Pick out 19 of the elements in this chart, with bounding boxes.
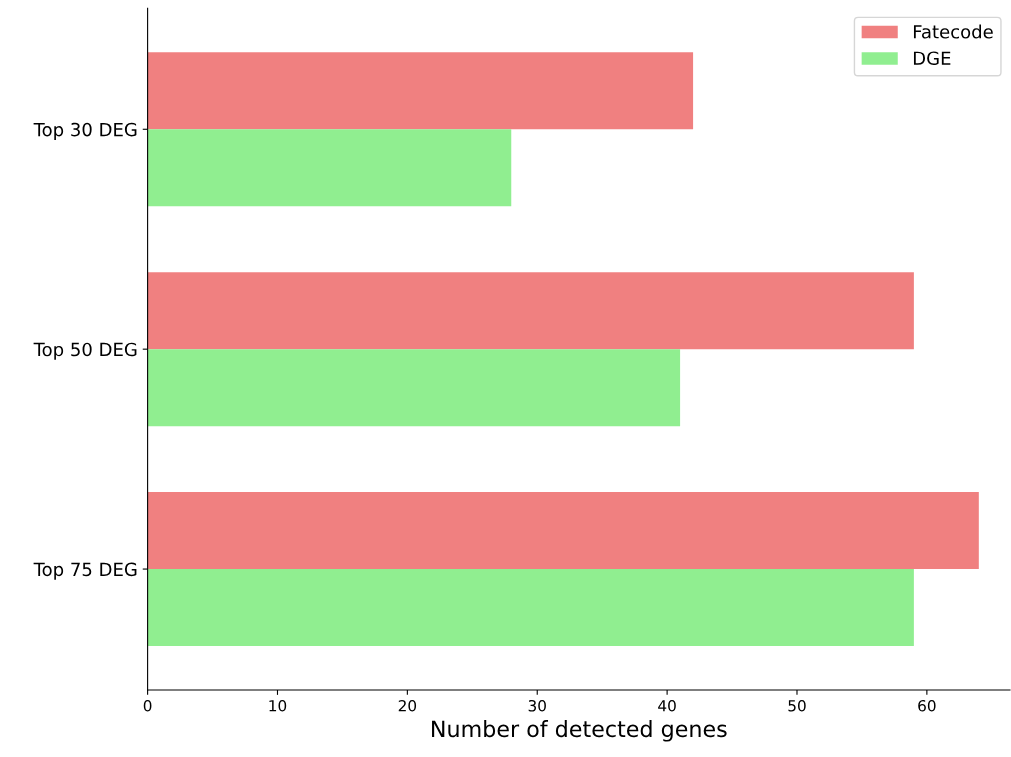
x-tick-label: 50 [788, 700, 806, 712]
x-tick-label: 10 [269, 700, 287, 712]
x-tick-label: 60 [918, 700, 936, 712]
bar [147, 569, 914, 647]
x-tick-label: 20 [398, 700, 417, 712]
legend-label: Fatecode [913, 24, 993, 39]
x-axis-title: Number of detected genes [432, 720, 727, 742]
x-tick-label: 40 [658, 700, 676, 712]
bar [147, 272, 914, 350]
bar [147, 52, 694, 130]
bar [147, 129, 512, 207]
y-tick-label: Top 50 DEG [33, 342, 137, 360]
bar [147, 492, 979, 570]
legend-label: DGE [913, 51, 951, 66]
x-tick-label: 0 [143, 700, 152, 712]
x-tick-label: 30 [528, 700, 546, 712]
y-tick-label: Top 30 DEG [33, 122, 137, 140]
bar [147, 349, 681, 427]
y-tick-label: Top 75 DEG [33, 562, 137, 580]
